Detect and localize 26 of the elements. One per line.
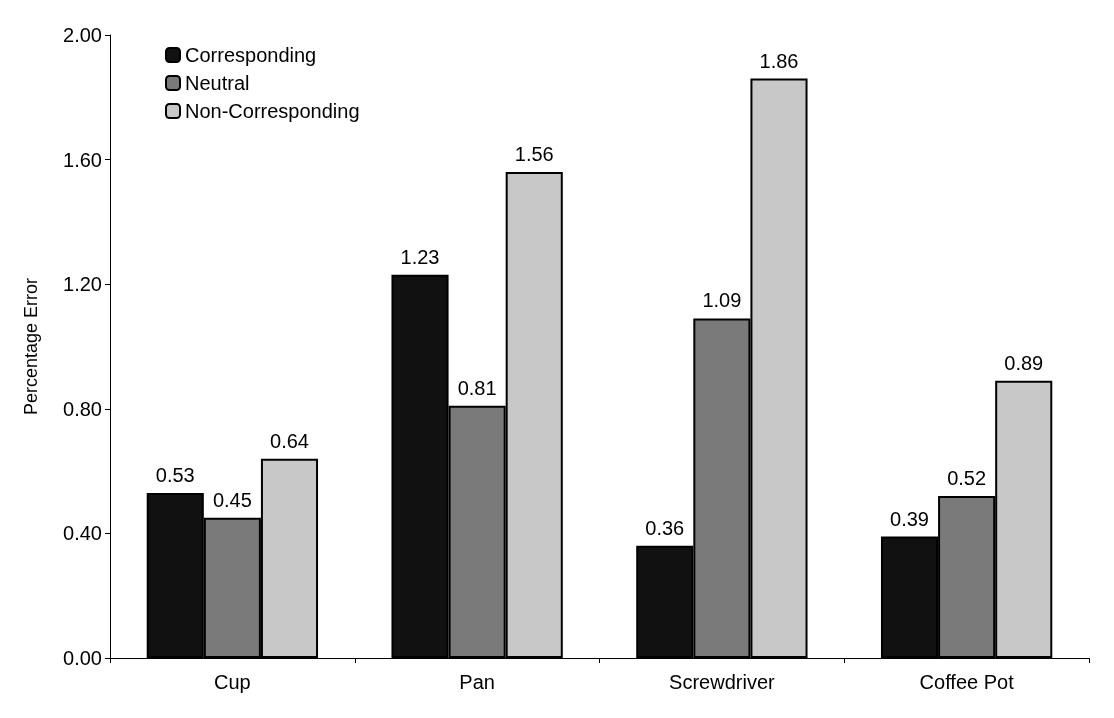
y-tick-label: 0.80 bbox=[63, 397, 102, 420]
data-label: 0.36 bbox=[645, 516, 685, 539]
data-label: 0.39 bbox=[890, 507, 929, 530]
data-label: 0.89 bbox=[1004, 351, 1044, 374]
data-label: 0.81 bbox=[457, 376, 497, 399]
legend-label: Corresponding bbox=[185, 44, 317, 66]
data-label: 1.86 bbox=[759, 49, 799, 72]
x-tick-label: Pan bbox=[459, 671, 495, 693]
y-tick-label: 1.60 bbox=[63, 148, 102, 171]
legend-label: Neutral bbox=[185, 72, 250, 94]
y-tick-label: 2.00 bbox=[63, 24, 102, 46]
y-tick-label: 0.00 bbox=[63, 647, 102, 669]
y-axis-title: Percentage Error bbox=[21, 277, 41, 416]
legend-label: Non-Corresponding bbox=[185, 100, 360, 122]
y-tick-label: 0.40 bbox=[63, 522, 102, 545]
data-label: 0.52 bbox=[947, 467, 987, 490]
data-label: 1.09 bbox=[702, 289, 742, 312]
data-label: 0.64 bbox=[270, 429, 309, 452]
data-label: 1.56 bbox=[514, 143, 554, 166]
data-label: 0.53 bbox=[155, 463, 195, 486]
y-tick-label: 1.20 bbox=[63, 273, 102, 296]
x-tick-label: Cup bbox=[214, 671, 251, 693]
data-label: 0.45 bbox=[212, 488, 252, 511]
data-label: 1.23 bbox=[400, 245, 440, 268]
x-tick-label: Coffee Pot bbox=[919, 671, 1015, 693]
x-tick-label: Screwdriver bbox=[669, 671, 775, 693]
